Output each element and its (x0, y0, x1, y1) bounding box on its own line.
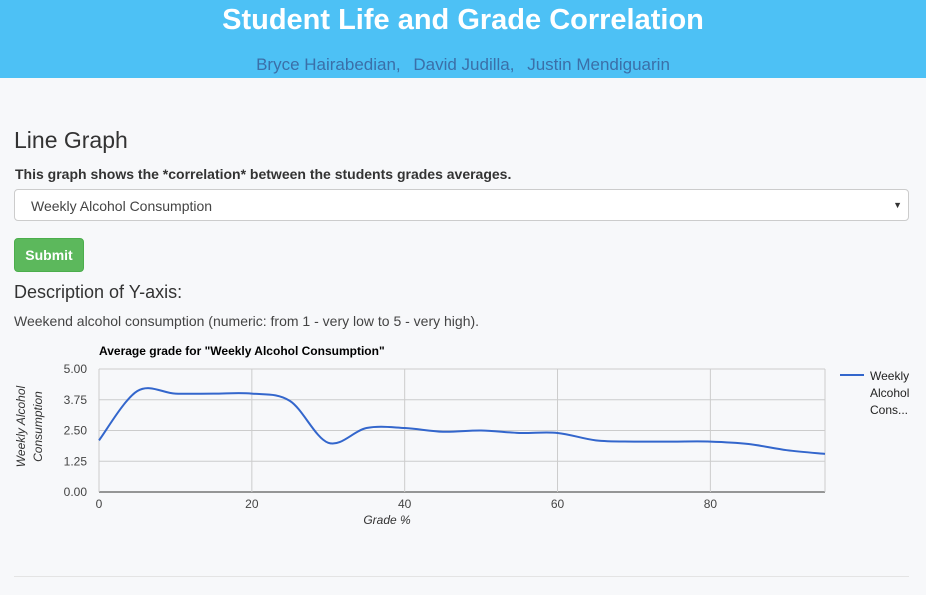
select-value: Weekly Alcohol Consumption (31, 198, 213, 214)
y-tick-label: 0.00 (64, 485, 88, 499)
y-tick-label: 5.00 (64, 362, 88, 376)
page-header: Student Life and Grade Correlation Bryce… (0, 0, 926, 78)
authors-line: Bryce Hairabedian, David Judilla, Justin… (0, 55, 926, 75)
chart-title: Average grade for "Weekly Alcohol Consum… (99, 344, 385, 358)
page-title: Student Life and Grade Correlation (222, 4, 704, 36)
x-tick-label: 80 (704, 497, 718, 511)
y-axis-label: Weekly Alcohol (14, 385, 28, 467)
x-tick-label: 20 (245, 497, 259, 511)
x-axis-label: Grade % (363, 513, 411, 527)
y-tick-label: 2.50 (64, 424, 88, 438)
divider (14, 576, 909, 577)
y-axis-description-title: Description of Y-axis: (14, 282, 183, 302)
series-line (98, 387, 826, 455)
y-tick-label: 1.25 (64, 454, 88, 468)
section-title: Line Graph (14, 127, 128, 153)
chart-svg: Average grade for "Weekly Alcohol Consum… (14, 344, 909, 527)
caret-down-icon: ▼ (893, 200, 902, 210)
legend-label: Alcohol (870, 386, 909, 400)
line-chart: Average grade for "Weekly Alcohol Consum… (0, 335, 926, 540)
author-name: Bryce Hairabedian, (256, 55, 401, 74)
author-name: David Judilla, (413, 55, 515, 74)
x-tick-label: 60 (551, 497, 565, 511)
legend-label: Weekly (870, 369, 909, 383)
submit-button[interactable]: Submit (14, 238, 84, 272)
author-name: Justin Mendiguarin (527, 55, 670, 74)
y-axis-label: Consumption (31, 391, 45, 462)
x-tick-label: 0 (96, 497, 103, 511)
legend-label: Cons... (870, 403, 908, 417)
y-tick-label: 3.75 (64, 393, 88, 407)
x-tick-label: 40 (398, 497, 412, 511)
variable-select[interactable]: Weekly Alcohol Consumption ▼ (14, 189, 909, 221)
graph-description: This graph shows the *correlation* betwe… (15, 166, 512, 182)
y-axis-description-text: Weekend alcohol consumption (numeric: fr… (14, 313, 480, 329)
